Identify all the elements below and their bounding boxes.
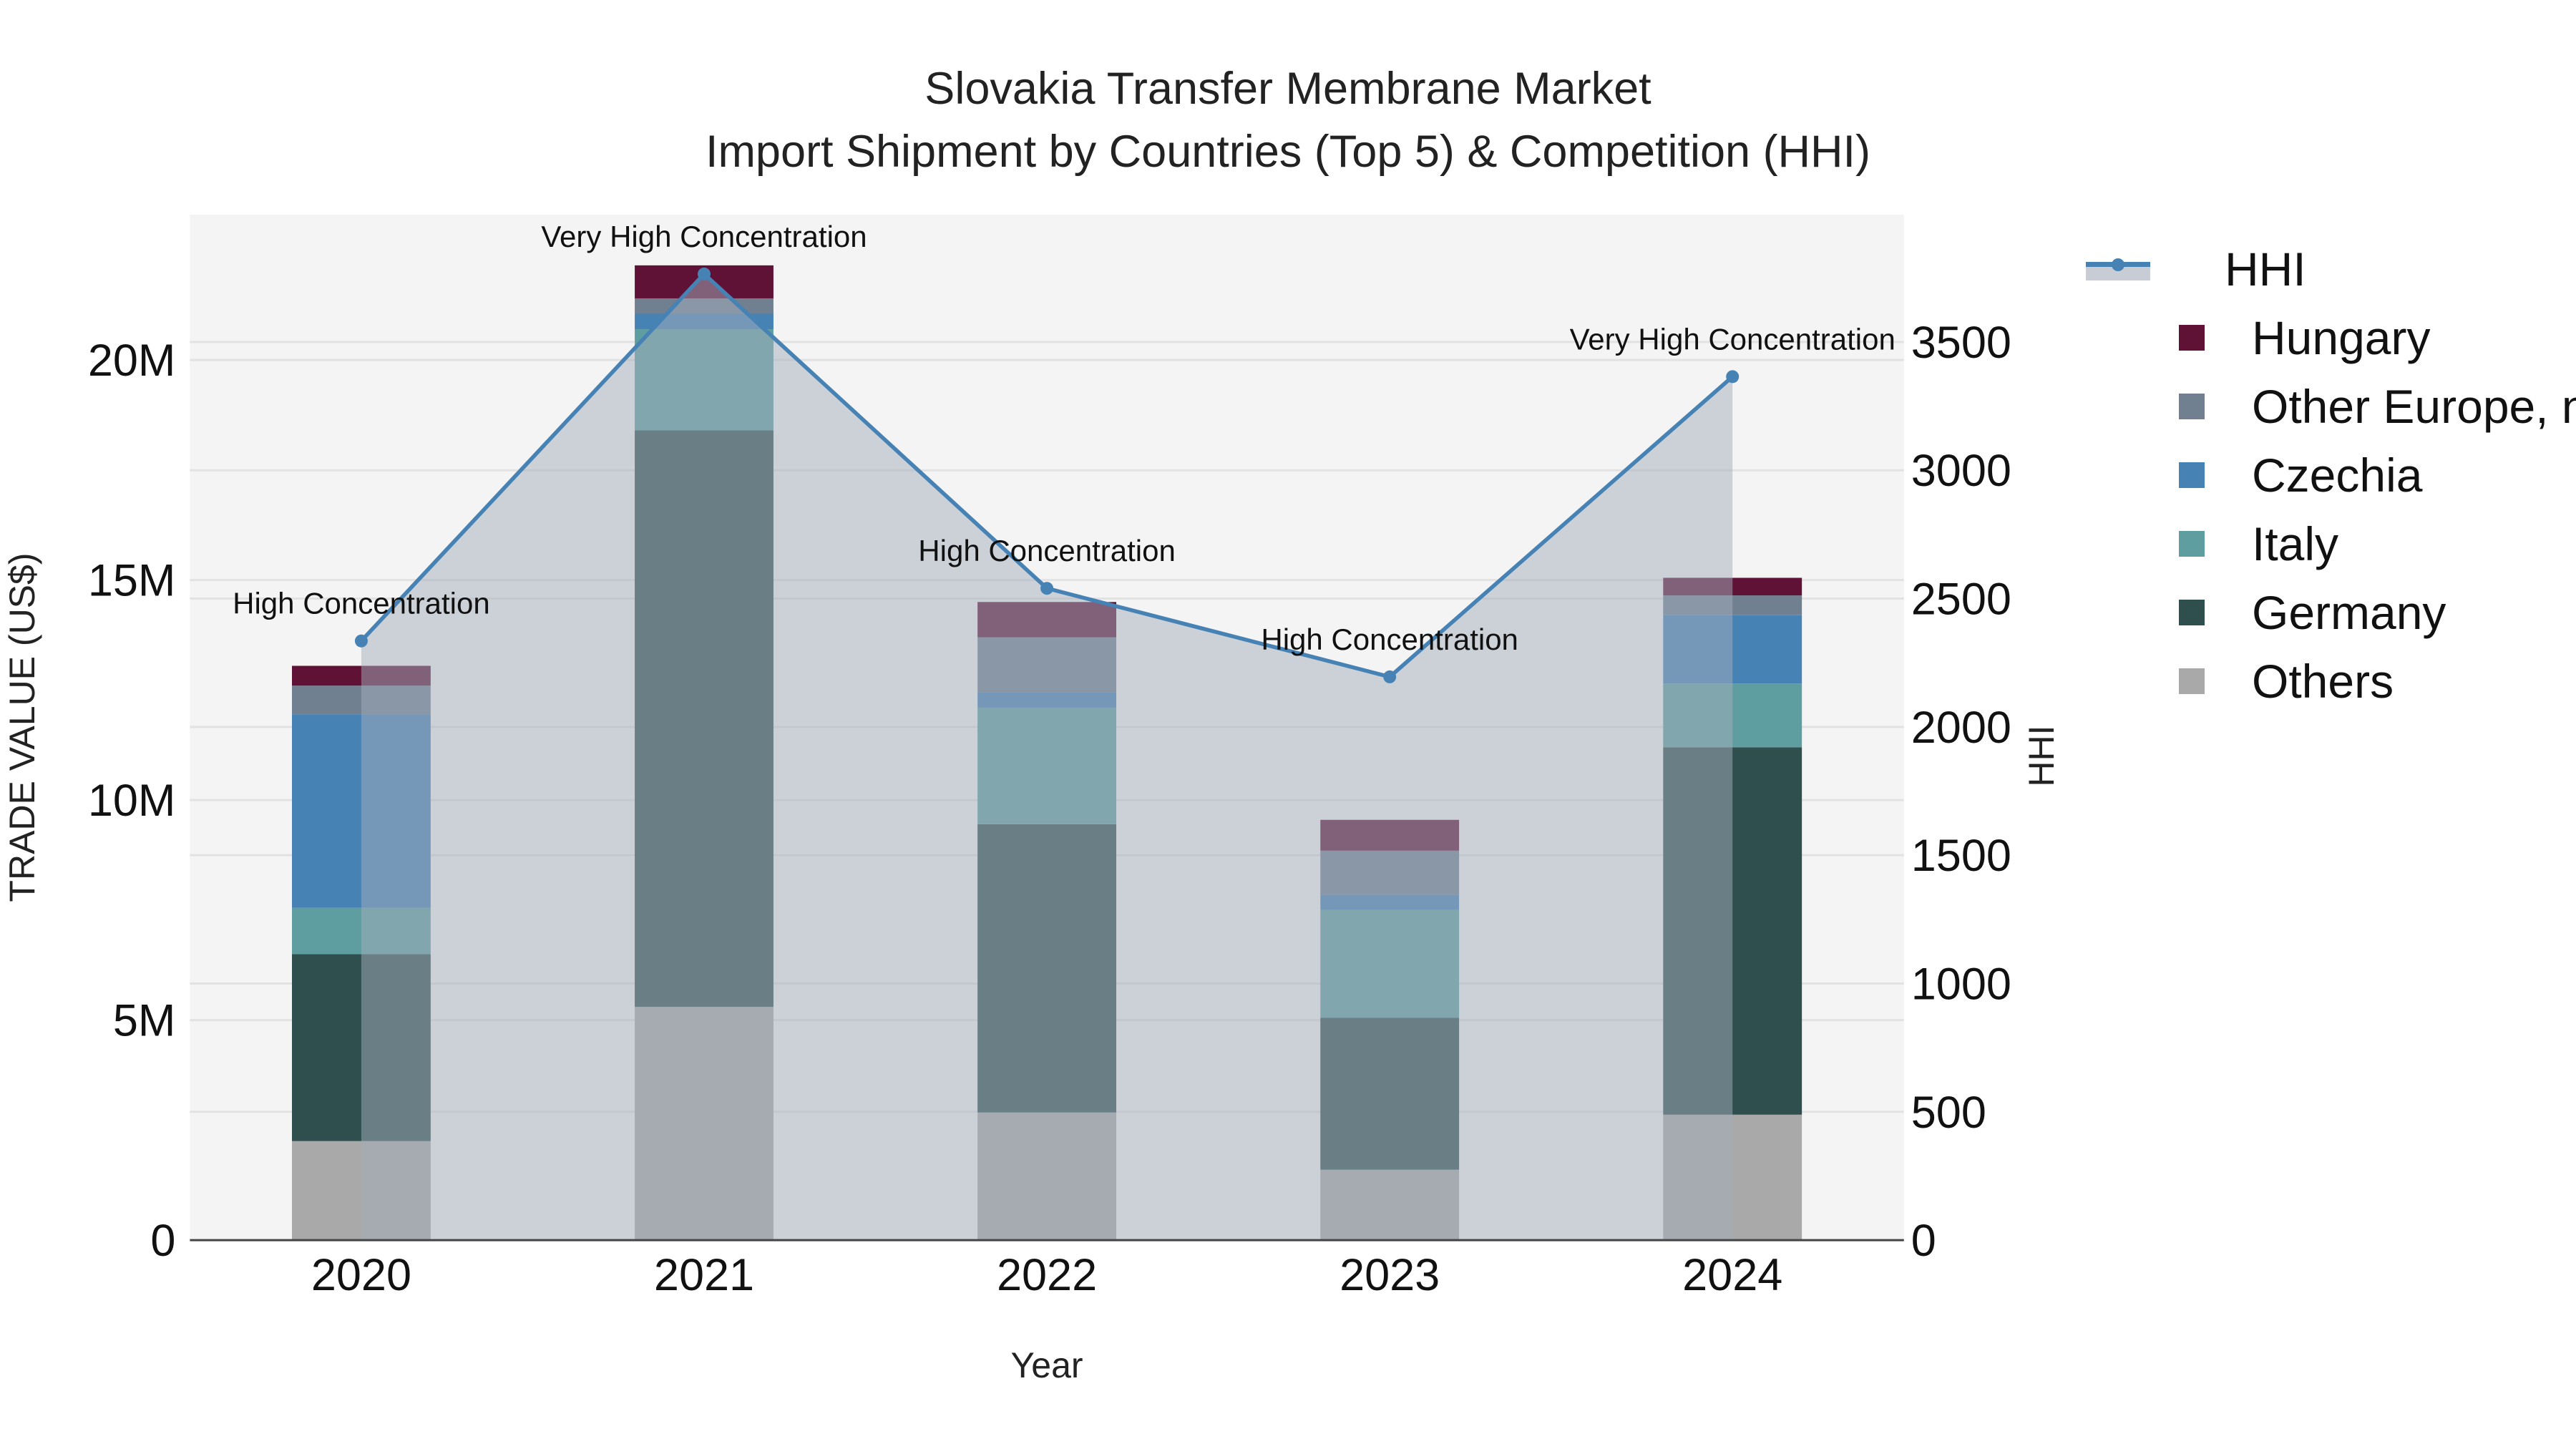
x-tick: 2021 <box>654 1250 754 1300</box>
x-tick: 2023 <box>1340 1250 1440 1300</box>
legend: HHI Hungary Other Europe, nes Czechia Italy G… <box>2086 235 2576 716</box>
hhi-point[interactable] <box>698 267 711 280</box>
y-right-tick: 0 <box>1911 1216 1936 1266</box>
y-right-tick: 1000 <box>1911 959 2011 1009</box>
legend-item-others[interactable]: Others <box>2086 647 2576 716</box>
hhi-area <box>361 273 1733 1241</box>
legend-label: Others <box>2252 655 2394 708</box>
legend-item-other-europe-nes[interactable]: Other Europe, nes <box>2086 372 2576 441</box>
annotation-label: Very High Concentration <box>541 220 867 253</box>
hhi-point[interactable] <box>1040 582 1054 595</box>
y-left-tick: 20M <box>88 336 176 386</box>
legend-item-germany[interactable]: Germany <box>2086 578 2576 647</box>
y-right-tick: 2000 <box>1911 703 2011 753</box>
legend-item-hhi[interactable]: HHI <box>2086 235 2576 303</box>
color-swatch-icon <box>2179 668 2205 694</box>
y-left-axis-title: TRADE VALUE (US$) <box>2 553 42 902</box>
hhi-point[interactable] <box>1726 370 1740 384</box>
legend-label: Other Europe, nes <box>2252 380 2576 433</box>
hhi-point[interactable] <box>1383 670 1397 683</box>
legend-item-hungary[interactable]: Hungary <box>2086 303 2576 372</box>
line-marker-icon <box>2086 255 2150 283</box>
color-swatch-icon <box>2179 531 2205 557</box>
legend-label: Italy <box>2252 517 2339 570</box>
hhi-point[interactable] <box>354 634 368 648</box>
legend-label: HHI <box>2225 243 2306 296</box>
chart-title-line-1: Slovakia Transfer Membrane Market <box>924 64 1652 114</box>
chart-title-line-2: Import Shipment by Countries (Top 5) & C… <box>705 127 1871 177</box>
y-right-tick: 2500 <box>1911 575 2011 625</box>
annotation-label: High Concentration <box>918 534 1176 567</box>
x-tick: 2020 <box>311 1250 411 1300</box>
y-left-tick: 10M <box>88 776 176 826</box>
y-left-tick: 0 <box>150 1216 175 1266</box>
y-right-tick: 3500 <box>1911 318 2011 368</box>
color-swatch-icon <box>2179 462 2205 488</box>
annotation-label: Very High Concentration <box>1570 322 1896 356</box>
y-right-tick: 1500 <box>1911 831 2011 881</box>
annotation-label: High Concentration <box>233 587 490 620</box>
x-tick: 2022 <box>997 1250 1097 1300</box>
legend-label: Germany <box>2252 586 2446 639</box>
y-left-tick: 5M <box>113 996 176 1046</box>
color-swatch-icon <box>2179 394 2205 419</box>
legend-item-italy[interactable]: Italy <box>2086 509 2576 578</box>
legend-label: Hungary <box>2252 311 2431 364</box>
legend-label: Czechia <box>2252 449 2423 502</box>
color-swatch-icon <box>2179 600 2205 625</box>
y-left-tick: 15M <box>88 556 176 606</box>
annotation-label: High Concentration <box>1261 623 1518 656</box>
x-axis-title: Year <box>1011 1345 1083 1385</box>
y-right-tick: 500 <box>1911 1088 1986 1138</box>
color-swatch-icon <box>2179 325 2205 351</box>
legend-item-czechia[interactable]: Czechia <box>2086 441 2576 509</box>
y-right-axis-title: HHI <box>2021 725 2062 786</box>
y-right-tick: 3000 <box>1911 446 2011 496</box>
x-tick: 2024 <box>1682 1250 1782 1300</box>
